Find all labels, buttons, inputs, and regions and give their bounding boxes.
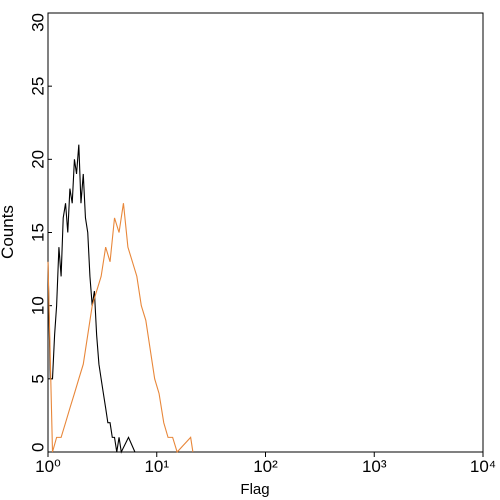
y-tick-label: 20 (28, 150, 47, 169)
x-tick-label: 10² (253, 457, 278, 476)
y-tick-label: 15 (28, 223, 47, 242)
y-tick-label: 5 (28, 374, 47, 383)
y-axis-label: Counts (0, 205, 17, 259)
y-tick-label: 10 (28, 296, 47, 315)
histogram-line (47, 144, 136, 454)
x-axis-label: Flag (240, 481, 269, 498)
x-tick-label: 10⁴ (470, 457, 496, 476)
x-tick-label: 10⁰ (35, 457, 61, 476)
y-tick-label: 0 (28, 443, 47, 452)
x-tick-label: 10³ (362, 457, 387, 476)
histogram-line (47, 203, 194, 454)
y-tick-label: 30 (28, 13, 47, 32)
x-tick-label: 10¹ (144, 457, 169, 476)
y-tick-label: 25 (28, 77, 47, 96)
